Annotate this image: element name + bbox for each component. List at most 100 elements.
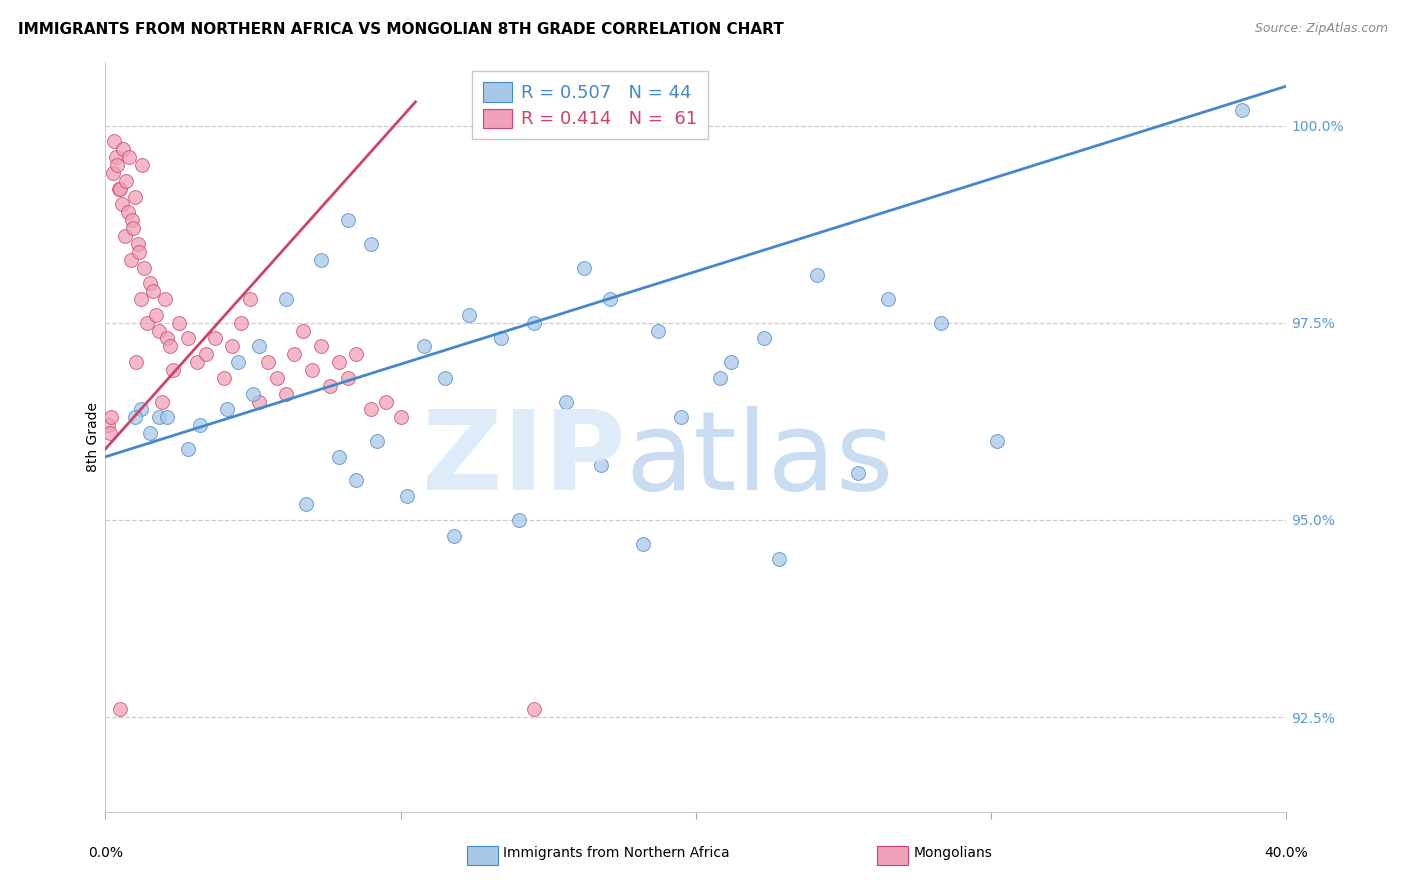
Point (110, 702, 132, 716)
Point (153, 292, 176, 306)
Point (212, 371, 235, 385)
Point (129, 292, 152, 306)
Point (159, 339, 181, 353)
Point (111, 197, 134, 211)
Point (115, 174, 138, 188)
Point (591, 458, 613, 472)
Point (127, 236, 149, 251)
Point (169, 316, 191, 330)
Point (215, 402, 238, 417)
Point (434, 371, 457, 385)
Point (986, 434, 1008, 448)
Point (336, 213, 359, 227)
Point (555, 394, 578, 409)
Point (142, 284, 165, 298)
Point (131, 158, 153, 172)
Point (138, 277, 162, 291)
Point (671, 410, 693, 425)
Point (107, 181, 129, 195)
Point (301, 363, 323, 377)
Point (292, 324, 315, 338)
Text: atlas: atlas (626, 406, 894, 513)
Point (124, 410, 146, 425)
Point (572, 260, 595, 275)
Point (395, 489, 418, 503)
Point (647, 324, 669, 338)
Point (346, 347, 368, 361)
Point (360, 236, 382, 251)
Point (309, 339, 332, 353)
Point (523, 702, 546, 716)
Point (101, 166, 124, 180)
Point (148, 324, 170, 338)
Point (443, 529, 465, 543)
Point (122, 221, 145, 235)
Point (389, 410, 412, 425)
Point (239, 292, 262, 306)
Point (366, 434, 388, 448)
Point (489, 331, 512, 345)
Point (177, 331, 200, 345)
Point (336, 371, 359, 385)
Point (631, 536, 654, 550)
Point (125, 355, 148, 369)
Point (328, 450, 350, 464)
Point (204, 331, 226, 345)
Point (98, 426, 121, 441)
Point (360, 402, 382, 417)
Text: Immigrants from Northern Africa: Immigrants from Northern Africa (503, 846, 730, 860)
Point (156, 331, 179, 345)
Point (128, 244, 150, 259)
Point (508, 513, 530, 527)
Text: 0.0%: 0.0% (89, 846, 122, 860)
Point (720, 355, 742, 369)
Point (150, 394, 173, 409)
Point (100, 410, 122, 425)
Point (194, 347, 217, 361)
Point (806, 268, 828, 283)
Point (145, 308, 167, 322)
Point (97, 418, 120, 433)
Point (228, 355, 250, 369)
Point (413, 339, 436, 353)
Text: IMMIGRANTS FROM NORTHERN AFRICA VS MONGOLIAN 8TH GRADE CORRELATION CHART: IMMIGRANTS FROM NORTHERN AFRICA VS MONGO… (18, 22, 785, 37)
Point (110, 181, 132, 195)
Point (846, 466, 869, 480)
Point (120, 252, 142, 267)
Point (221, 339, 243, 353)
Point (929, 316, 952, 330)
Point (319, 379, 342, 393)
Point (129, 402, 152, 417)
Text: 40.0%: 40.0% (1264, 846, 1309, 860)
Point (156, 410, 179, 425)
Legend: R = 0.507   N = 44, R = 0.414   N =  61: R = 0.507 N = 44, R = 0.414 N = 61 (472, 71, 707, 139)
Point (523, 316, 546, 330)
Point (148, 410, 170, 425)
Y-axis label: 8th Grade: 8th Grade (86, 402, 100, 472)
Point (328, 355, 350, 369)
Text: Source: ZipAtlas.com: Source: ZipAtlas.com (1254, 22, 1388, 36)
Point (274, 386, 297, 401)
Point (242, 386, 264, 401)
Point (162, 363, 184, 377)
Point (104, 150, 127, 164)
Point (274, 292, 297, 306)
Point (283, 347, 305, 361)
Text: Mongolians: Mongolians (914, 846, 993, 860)
Point (346, 474, 368, 488)
Point (124, 189, 146, 203)
Point (266, 371, 288, 385)
Point (877, 292, 900, 306)
Point (752, 331, 775, 345)
Point (768, 552, 790, 566)
Point (132, 260, 155, 275)
Point (374, 394, 398, 409)
Text: ZIP: ZIP (422, 406, 626, 513)
Point (177, 442, 200, 456)
Point (247, 339, 270, 353)
Point (231, 316, 253, 330)
Point (1230, 103, 1253, 117)
Point (188, 418, 211, 433)
Point (114, 229, 136, 244)
Point (186, 355, 208, 369)
